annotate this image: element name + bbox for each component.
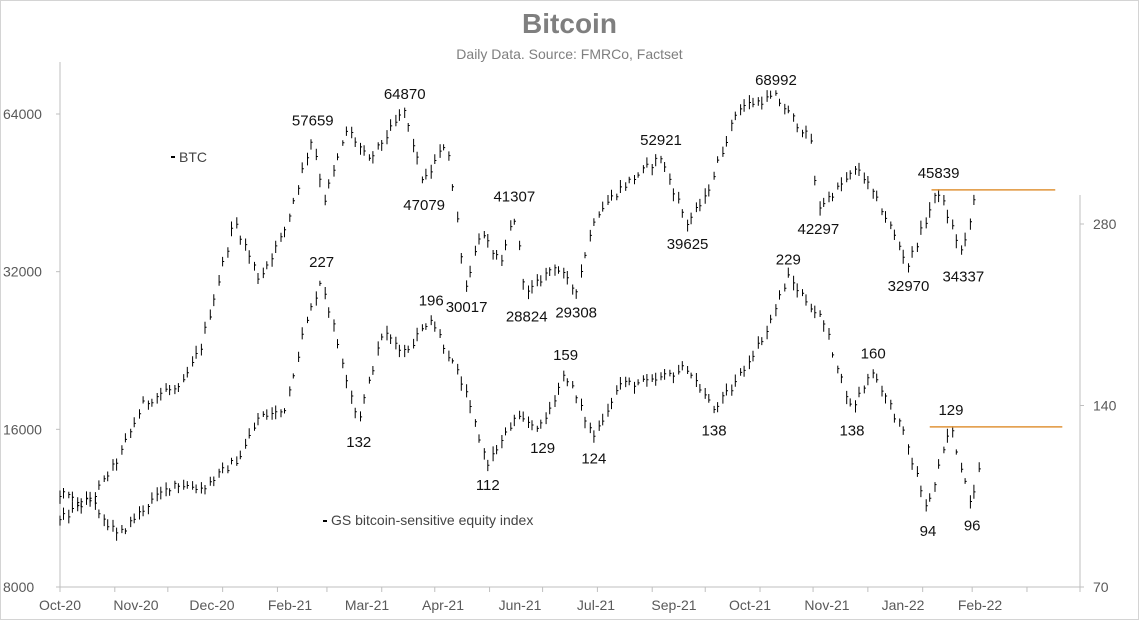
annotations-group: 57659 64870 47079 30017 41307 28824 29308 52921…	[292, 72, 984, 540]
annotation-label: 42297	[798, 221, 840, 238]
annotation-label: 129	[530, 440, 555, 457]
annotation-label: 159	[553, 347, 578, 364]
x-tick-label: Oct-21	[729, 597, 771, 613]
legend-entry-gs-index: GS bitcoin-sensitive equity index	[331, 512, 533, 528]
left-tick-label: 16000	[3, 421, 42, 437]
series-gs-index	[59, 267, 981, 541]
annotation-label: 229	[776, 252, 801, 269]
chart-title: Bitcoin	[522, 8, 617, 39]
legend-group: BTC GS bitcoin-sensitive equity index	[171, 149, 533, 528]
annotation-label: 57659	[292, 113, 334, 130]
series-bars	[59, 90, 976, 526]
annotation-label: 124	[581, 450, 606, 467]
x-tick-label: Mar-21	[345, 597, 390, 613]
annotation-label: 68992	[755, 72, 797, 89]
axes-group: 8000 16000 32000 64000 70 140 280 Oct-20 Nov-20 D…	[3, 62, 1117, 613]
left-tick-label: 8000	[3, 579, 34, 595]
reference-lines-group	[929, 189, 1063, 428]
annotation-label: 28824	[506, 308, 548, 325]
series-group	[59, 90, 981, 541]
annotation-label: 112	[476, 477, 500, 494]
annotation-label: 52921	[640, 132, 682, 149]
x-tick-label: Jan-22	[882, 597, 925, 613]
right-tick-label: 140	[1093, 398, 1117, 414]
annotation-label: 45839	[918, 165, 960, 182]
annotation-label: 30017	[446, 299, 488, 316]
annotation-label: 41307	[493, 189, 535, 206]
right-tick-label: 70	[1093, 579, 1109, 595]
annotation-label: 94	[920, 523, 937, 540]
x-tick-label: Dec-20	[189, 597, 234, 613]
x-tick-label: Jul-21	[577, 597, 615, 613]
annotation-label: 32970	[888, 278, 930, 295]
annotation-label: 160	[861, 346, 886, 363]
annotation-label: 227	[309, 254, 334, 271]
annotation-label: 34337	[942, 269, 984, 286]
annotation-label: 138	[839, 422, 864, 439]
annotation-label: 29308	[555, 305, 597, 322]
legend-entry-btc: BTC	[179, 149, 207, 165]
x-tick-label: Sep-21	[651, 597, 696, 613]
annotation-label: 129	[938, 402, 963, 419]
annotation-label: 132	[346, 434, 371, 451]
left-tick-label: 32000	[3, 264, 42, 280]
annotation-label: 196	[419, 292, 444, 309]
right-tick-label: 280	[1093, 216, 1117, 232]
annotation-label: 138	[702, 422, 727, 439]
series-bars	[59, 267, 981, 541]
x-tick-label: Nov-21	[804, 597, 849, 613]
left-tick-label: 64000	[3, 106, 42, 122]
x-tick-label: Nov-20	[113, 597, 158, 613]
annotation-label: 64870	[384, 86, 426, 103]
annotation-label: 47079	[403, 197, 445, 214]
x-tick-label: Jun-21	[499, 597, 542, 613]
x-tick-label: Feb-21	[268, 597, 313, 613]
chart-subtitle: Daily Data. Source: FMRCo, Factset	[456, 46, 683, 62]
annotation-label: 96	[964, 517, 981, 534]
annotation-label: 39625	[667, 236, 709, 253]
x-tick-label: Feb-22	[958, 597, 1003, 613]
series-btc	[59, 90, 976, 526]
x-tick-label: Oct-20	[39, 597, 81, 613]
x-tick-label: Apr-21	[422, 597, 464, 613]
